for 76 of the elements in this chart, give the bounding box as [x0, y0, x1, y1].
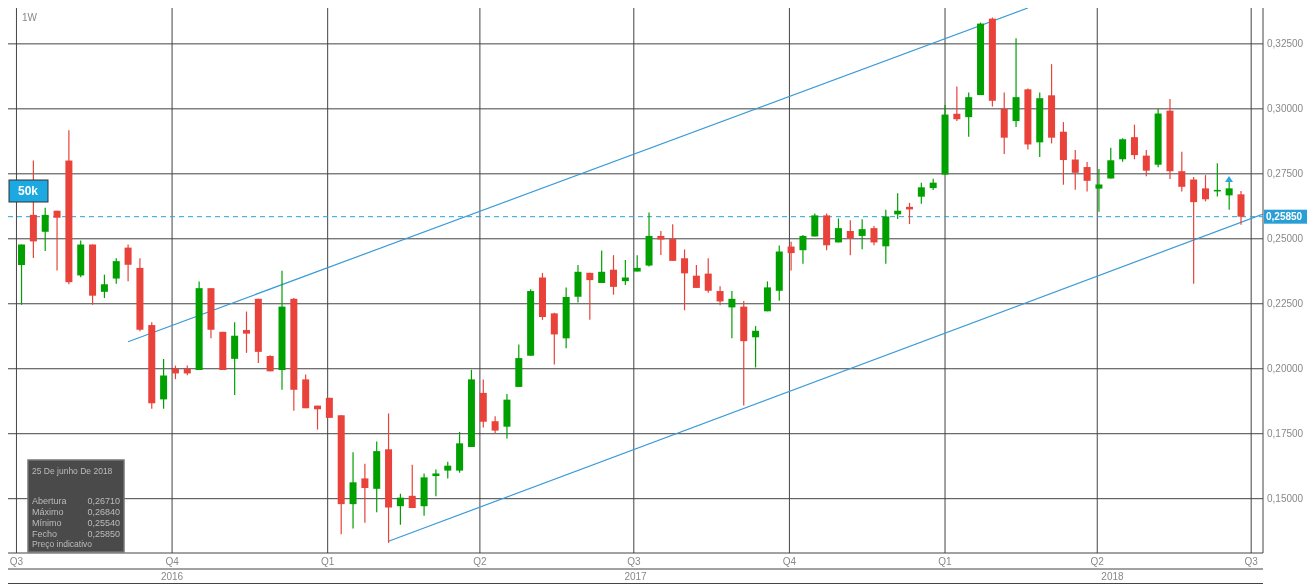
x-tick-label: Q4	[782, 556, 797, 567]
candlestick	[657, 230, 665, 256]
candlestick	[1083, 161, 1091, 193]
candlestick	[1130, 124, 1138, 160]
candlestick	[610, 254, 618, 296]
y-tick-label: 0,30000	[1267, 103, 1304, 115]
x-tick-label: Q3	[627, 556, 641, 567]
candlestick	[41, 207, 49, 252]
annotation: 50k	[17, 184, 39, 199]
x-tick-label: Q2	[473, 556, 487, 567]
x2-tick-label: 2017	[624, 571, 648, 582]
text: Máximo 0,26840	[32, 507, 120, 517]
candlestick	[692, 264, 700, 289]
y-tick-label: 0,20000	[1267, 363, 1304, 375]
candlestick	[349, 451, 357, 530]
candlestick	[1095, 168, 1103, 213]
candlestick	[231, 321, 239, 396]
candlestick	[124, 243, 132, 282]
candlestick	[242, 310, 250, 354]
candlestick	[917, 182, 925, 205]
y-tick-label: 0,32500	[1267, 38, 1304, 50]
candlestick	[846, 219, 854, 256]
candlestick	[1142, 149, 1150, 177]
x-tick-label: Q1	[321, 556, 335, 567]
candlestick	[787, 241, 795, 272]
text: Abertura 0,26710	[32, 496, 120, 506]
candlestick	[704, 257, 712, 294]
x2-tick-label: 2016	[160, 571, 184, 582]
candlestick	[669, 223, 677, 262]
candlestick	[112, 257, 120, 285]
annotation: 25 De junho De 2018	[32, 466, 113, 476]
candlestick	[100, 274, 108, 299]
ref-line-label: 0,25850	[1266, 211, 1303, 223]
candlestick	[586, 272, 594, 321]
candlestick	[598, 249, 606, 284]
candlestick	[1107, 147, 1115, 180]
x-tick-label: Q1	[938, 556, 953, 567]
candlestick	[728, 290, 736, 339]
candlestick	[1237, 190, 1245, 226]
y-tick-label: 0,27500	[1267, 168, 1304, 180]
candlestick	[681, 248, 689, 311]
x-tick-label: Q2	[1090, 556, 1105, 567]
candlestick	[752, 325, 760, 369]
y-tick-label: 0,25000	[1267, 233, 1304, 245]
x-tick-label: Q3	[9, 556, 24, 567]
x-tick-label: Q3	[1244, 556, 1259, 567]
candlestick	[1071, 149, 1079, 191]
text: Fecho 0,25850	[32, 529, 120, 539]
candlestick	[799, 234, 807, 265]
annotation: 1W	[22, 12, 38, 23]
x2-tick-label: 2018	[1101, 571, 1125, 582]
candlestick	[160, 358, 168, 410]
candlestick	[1119, 137, 1127, 163]
candlestick	[396, 493, 404, 526]
candlestick	[763, 280, 771, 312]
candlestick	[550, 312, 558, 366]
candlestick	[1190, 176, 1198, 285]
annotation: Preço indicativo	[32, 539, 93, 549]
text: Mínimo 0,25540	[32, 518, 120, 528]
candlestick	[965, 91, 973, 138]
candlestick	[953, 85, 961, 122]
candlestick	[18, 243, 26, 306]
candlestick	[1201, 174, 1209, 202]
candlestick	[361, 463, 369, 524]
candlestick	[858, 218, 866, 250]
y-tick-label: 0,22500	[1267, 298, 1304, 310]
candlestick	[716, 285, 724, 306]
candlestick	[1178, 151, 1186, 193]
candlestick	[870, 225, 878, 246]
candlestick	[1012, 37, 1020, 128]
candlestick	[53, 210, 61, 272]
candlestick	[408, 464, 416, 509]
candlestick	[432, 468, 440, 497]
y-tick-label: 0,17500	[1267, 428, 1304, 440]
y-tick-label: 0,15000	[1267, 493, 1304, 505]
x-tick-label: Q4	[165, 556, 180, 567]
